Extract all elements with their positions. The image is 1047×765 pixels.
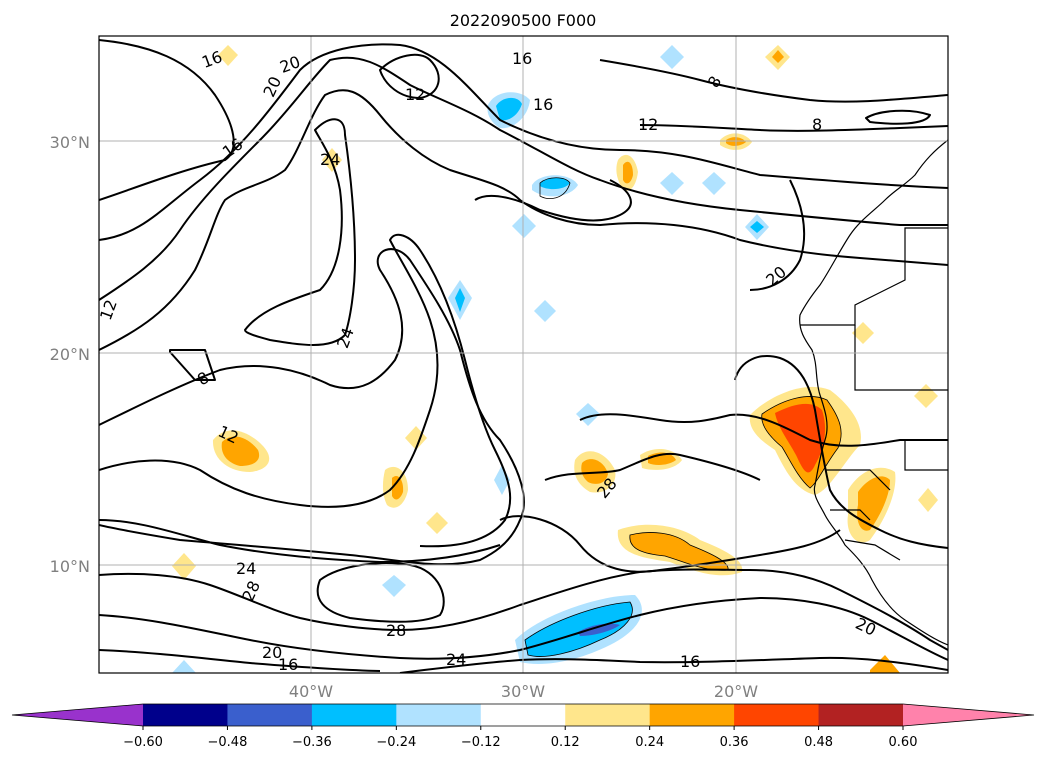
contour-label: 24	[446, 650, 466, 669]
negative-anomaly-shading	[172, 45, 769, 673]
contour-label: 8	[812, 115, 822, 134]
colorbar-segment	[227, 704, 313, 726]
colorbar-segment	[396, 704, 482, 726]
colorbar-arrow-max	[903, 704, 1034, 726]
colorbar-arrow-min	[12, 704, 143, 726]
contour-label: 20	[262, 643, 282, 662]
colorbar-tick-label: −0.36	[292, 735, 332, 750]
colorbar-segment	[143, 704, 228, 726]
lon-label-30w: 30°W	[501, 682, 545, 701]
colorbar-tick-label: 0.12	[551, 735, 580, 750]
colorbar-segment	[565, 704, 651, 726]
contour-label: 12	[405, 85, 425, 104]
colorbar-tick-label: −0.60	[123, 735, 163, 750]
lat-label-20n: 20°N	[50, 345, 90, 364]
contour-label: 16	[680, 652, 700, 671]
coastline	[799, 139, 948, 646]
colorbar-tick-label: 0.24	[635, 735, 664, 750]
contour-lines	[99, 39, 948, 673]
contour-label: 12	[96, 297, 121, 323]
colorbar-tick-label: −0.24	[376, 735, 416, 750]
contour-label: 24	[236, 559, 256, 578]
lat-label-30n: 30°N	[50, 133, 90, 152]
contour-label: 24	[320, 150, 340, 169]
colorbar-tick-label: 0.60	[889, 735, 918, 750]
graticule	[99, 36, 948, 673]
colorbar-segment	[480, 704, 566, 726]
map-title: 2022090500 F000	[450, 11, 597, 30]
colorbar-tick-label: −0.48	[208, 735, 248, 750]
colorbar-segment	[818, 704, 904, 726]
contour-label: 16	[533, 95, 553, 114]
contour-label: 16	[278, 655, 298, 674]
contour-label: 16	[512, 49, 532, 68]
shading-outlines	[524, 177, 842, 657]
positive-anomaly-shading	[172, 45, 938, 673]
contour-label: 28	[386, 621, 406, 640]
colorbar-segment	[649, 704, 735, 726]
colorbar-tick-label: 0.48	[804, 735, 833, 750]
colorbar-tick-label: −0.12	[461, 735, 501, 750]
colorbar-tick-label: 0.36	[720, 735, 749, 750]
colorbar: −0.60 −0.48 −0.36 −0.24 −0.12 0.12 0.24 0.36 0.4…	[11, 703, 1035, 750]
lon-label-40w: 40°W	[289, 682, 333, 701]
map-frame	[98, 35, 949, 674]
colorbar-segment	[734, 704, 820, 726]
contour-label: 12	[638, 115, 658, 134]
lon-label-20w: 20°W	[714, 682, 758, 701]
colorbar-segment	[311, 704, 397, 726]
lat-label-10n: 10°N	[50, 557, 90, 576]
